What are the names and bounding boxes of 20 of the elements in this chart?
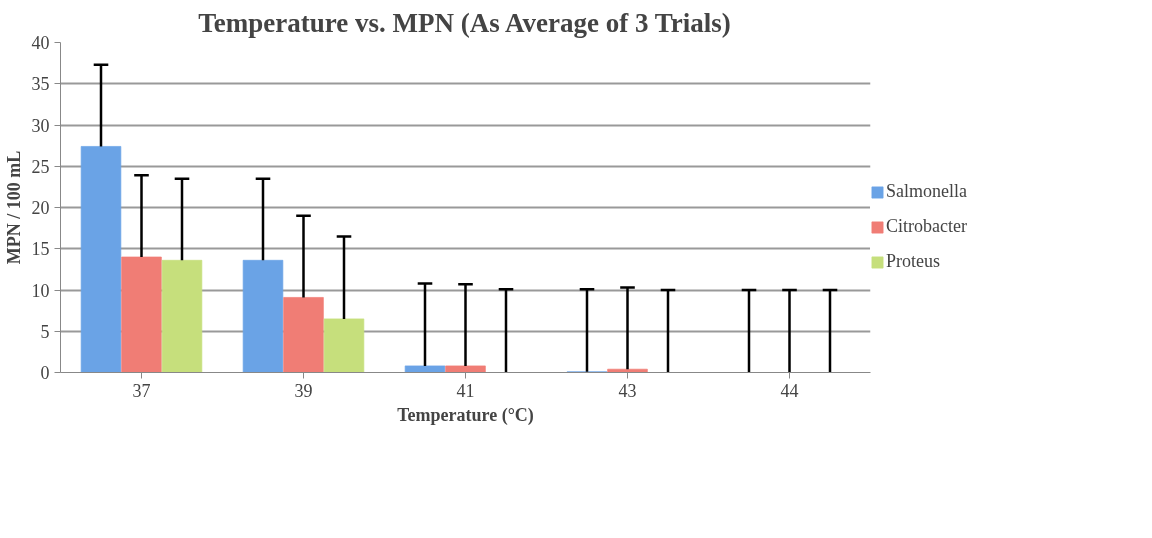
x-tick-label: 41 (456, 380, 475, 401)
y-tick-label: 35 (31, 74, 50, 95)
y-tick-label: 15 (31, 239, 50, 260)
x-tick-label: 43 (618, 380, 637, 401)
x-tick-label: 39 (294, 380, 313, 401)
legend-label: Proteus (886, 251, 940, 272)
y-tick-label: 10 (31, 280, 50, 301)
x-tick-label: 44 (780, 380, 799, 401)
y-tick-label: 25 (31, 156, 50, 177)
y-tick-label: 5 (40, 321, 50, 342)
y-tick-label: 0 (40, 363, 50, 383)
chart-title: Temperature vs. MPN (As Average of 3 Trials) (198, 7, 731, 38)
x-axis-title: Temperature (°C) (397, 404, 534, 426)
y-tick-label: 40 (31, 33, 50, 53)
y-tick-label: 30 (31, 115, 50, 136)
x-tick-label: 37 (132, 380, 151, 401)
legend-label: Citrobacter (886, 216, 967, 237)
y-axis-title: MPN / 100 mL (3, 150, 24, 265)
y-tick-label: 20 (31, 198, 50, 218)
legend-label: Salmonella (886, 181, 967, 202)
